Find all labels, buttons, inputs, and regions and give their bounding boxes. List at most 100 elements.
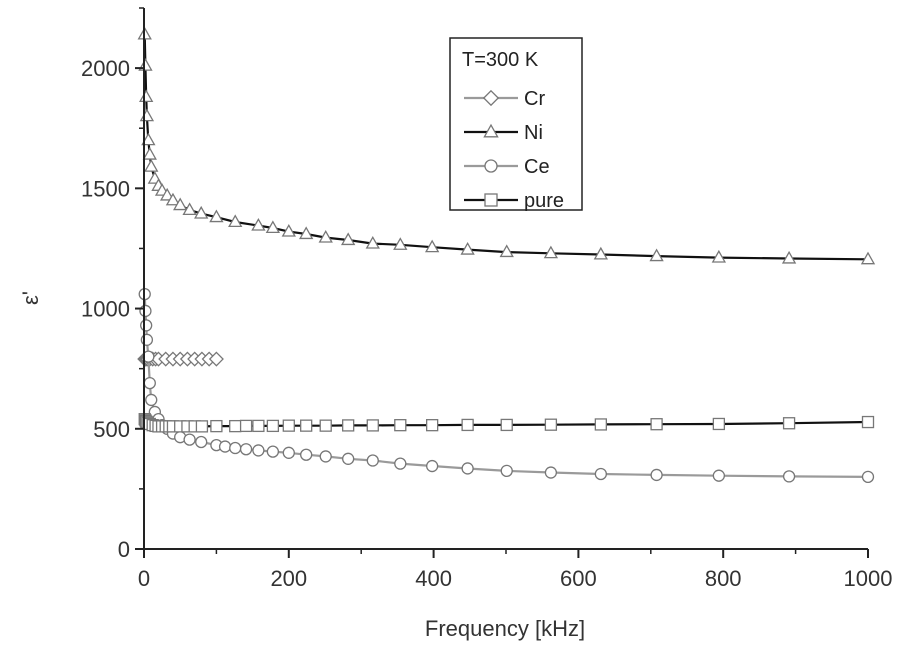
data-point: [142, 350, 155, 363]
data-point: [365, 235, 380, 249]
data-point: [318, 229, 333, 243]
legend-label: pure: [524, 190, 564, 212]
data-point: [139, 108, 155, 122]
data-point: [342, 452, 355, 465]
data-point: [650, 418, 663, 431]
data-point: [712, 469, 726, 482]
data-point: [194, 205, 209, 219]
data-point: [650, 468, 663, 482]
data-point: [300, 419, 313, 432]
x-tick-label: 1000: [844, 566, 893, 591]
x-axis-title: Frequency [kHz]: [425, 616, 585, 641]
data-point: [593, 246, 609, 260]
data-point: [594, 467, 607, 481]
legend: T=300 K Cr Ni Ce pure: [449, 37, 583, 212]
legend-title: T=300 K: [462, 49, 539, 71]
legend-item-cr: Cr: [464, 88, 545, 110]
data-point: [544, 466, 558, 479]
data-point: [143, 376, 156, 390]
data-point: [144, 159, 159, 172]
y-tick-label: 2000: [81, 56, 130, 81]
data-point: [182, 202, 197, 216]
data-point: [229, 441, 242, 455]
y-axis-title: ε': [18, 291, 43, 305]
data-point: [394, 419, 407, 432]
data-point: [594, 418, 607, 431]
data-point: [139, 89, 154, 103]
data-point: [394, 457, 407, 470]
data-point: [139, 304, 152, 318]
data-point: [266, 445, 280, 458]
x-tick-label: 600: [560, 566, 597, 591]
data-point: [208, 351, 224, 367]
data-point: [544, 418, 558, 431]
data-point: [145, 393, 158, 407]
legend-label: Cr: [524, 88, 545, 110]
data-point: [252, 419, 265, 433]
data-point: [195, 435, 208, 449]
axes: 0 200 400 600 800 1000 0 500 1000 1500 2000: [81, 7, 893, 591]
legend-item-pure: pure: [464, 190, 564, 212]
data-point: [300, 448, 313, 461]
data-point: [341, 232, 356, 246]
data-point: [252, 444, 265, 457]
data-point: [239, 443, 253, 456]
data-point: [195, 420, 209, 433]
data-point: [165, 192, 181, 206]
data-point: [861, 415, 875, 429]
series-ce: [138, 287, 875, 484]
data-point: [500, 464, 513, 478]
legend-marker: [483, 123, 499, 138]
legend-marker: [484, 193, 498, 207]
data-point: [424, 239, 440, 253]
data-point: [426, 459, 439, 473]
data-point: [712, 417, 726, 431]
data-point: [461, 418, 474, 432]
data-point: [649, 248, 664, 262]
data-point: [229, 419, 242, 433]
data-point: [282, 419, 295, 432]
data-point: [342, 419, 355, 432]
data-point: [266, 419, 280, 433]
data-point: [499, 244, 514, 258]
data-point: [500, 418, 513, 432]
data-point: [782, 470, 796, 483]
data-point: [319, 450, 332, 463]
x-tick-label: 800: [705, 566, 742, 591]
y-tick-label: 1000: [81, 297, 130, 322]
data-point: [210, 419, 223, 433]
data-point: [319, 419, 332, 432]
data-point: [461, 462, 474, 475]
legend-marker: [484, 159, 498, 173]
x-tick-label: 200: [270, 566, 307, 591]
data-point: [281, 223, 296, 237]
series-pure: [138, 413, 875, 433]
data-point: [366, 419, 379, 432]
y-tick-label: 500: [93, 417, 130, 442]
legend-label: Ni: [524, 122, 543, 144]
legend-marker: [482, 89, 500, 107]
legend-item-ce: Ce: [464, 156, 550, 178]
data-point: [228, 214, 243, 228]
y-tick-label: 0: [118, 537, 130, 562]
data-point: [218, 440, 232, 453]
data-point: [173, 197, 188, 211]
data-point: [782, 417, 796, 430]
y-tick-label: 1500: [81, 176, 130, 201]
legend-box: [449, 37, 583, 211]
data-point: [299, 226, 314, 240]
data-point: [543, 245, 559, 259]
data-point: [239, 419, 253, 433]
data-point: [265, 220, 281, 234]
data-point: [860, 251, 876, 265]
data-point: [142, 147, 157, 160]
data-point: [393, 237, 408, 250]
legend-label: Ce: [524, 156, 550, 178]
legend-item-ni: Ni: [464, 122, 543, 144]
data-point: [183, 433, 196, 446]
data-point: [426, 419, 439, 432]
data-point: [861, 470, 875, 484]
data-point: [711, 249, 727, 263]
data-point: [140, 319, 153, 332]
